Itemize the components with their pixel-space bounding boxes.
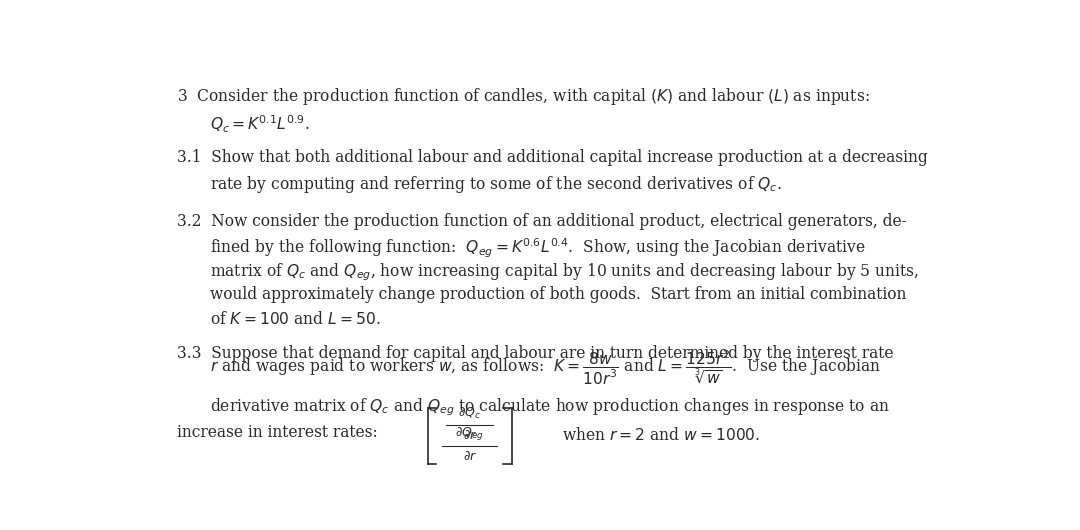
Text: rate by computing and referring to some of the second derivatives of $Q_c$.: rate by computing and referring to some … bbox=[211, 174, 782, 195]
Text: $Q_c = K^{0.1}L^{0.9}$.: $Q_c = K^{0.1}L^{0.9}$. bbox=[211, 113, 310, 135]
Text: $r$ and wages paid to workers $w$, as follows:  $K = \dfrac{8w}{10r^3}$ and $L =: $r$ and wages paid to workers $w$, as fo… bbox=[211, 349, 881, 387]
Text: $\partial Q_{eg}$: $\partial Q_{eg}$ bbox=[456, 425, 484, 442]
Text: $\partial Q_c$: $\partial Q_c$ bbox=[458, 406, 482, 421]
Text: 3.3  Suppose that demand for capital and labour are in turn determined by the in: 3.3 Suppose that demand for capital and … bbox=[177, 345, 893, 362]
Text: increase in interest rates:: increase in interest rates: bbox=[177, 425, 378, 441]
Text: of $K = 100$ and $L = 50$.: of $K = 100$ and $L = 50$. bbox=[211, 311, 381, 328]
Text: $\partial r$: $\partial r$ bbox=[462, 450, 477, 463]
Text: 3  Consider the production function of candles, with capital $(K)$ and labour $(: 3 Consider the production function of ca… bbox=[177, 86, 869, 107]
Text: would approximately change production of both goods.  Start from an initial comb: would approximately change production of… bbox=[211, 286, 907, 303]
Text: when $r = 2$ and $w = 1000$.: when $r = 2$ and $w = 1000$. bbox=[562, 427, 760, 444]
Text: 3.1  Show that both additional labour and additional capital increase production: 3.1 Show that both additional labour and… bbox=[177, 149, 928, 166]
Text: matrix of $Q_c$ and $Q_{eg}$, how increasing capital by 10 units and decreasing : matrix of $Q_c$ and $Q_{eg}$, how increa… bbox=[211, 261, 919, 283]
Text: $\partial r$: $\partial r$ bbox=[462, 429, 477, 442]
Text: fined by the following function:  $Q_{eg} = K^{0.6}L^{0.4}$.  Show, using the Ja: fined by the following function: $Q_{eg}… bbox=[211, 237, 866, 260]
Text: 3.2  Now consider the production function of an additional product, electrical g: 3.2 Now consider the production function… bbox=[177, 213, 906, 229]
Text: derivative matrix of $Q_c$ and $Q_{eg}$ to calculate how production changes in r: derivative matrix of $Q_c$ and $Q_{eg}$ … bbox=[211, 396, 890, 418]
